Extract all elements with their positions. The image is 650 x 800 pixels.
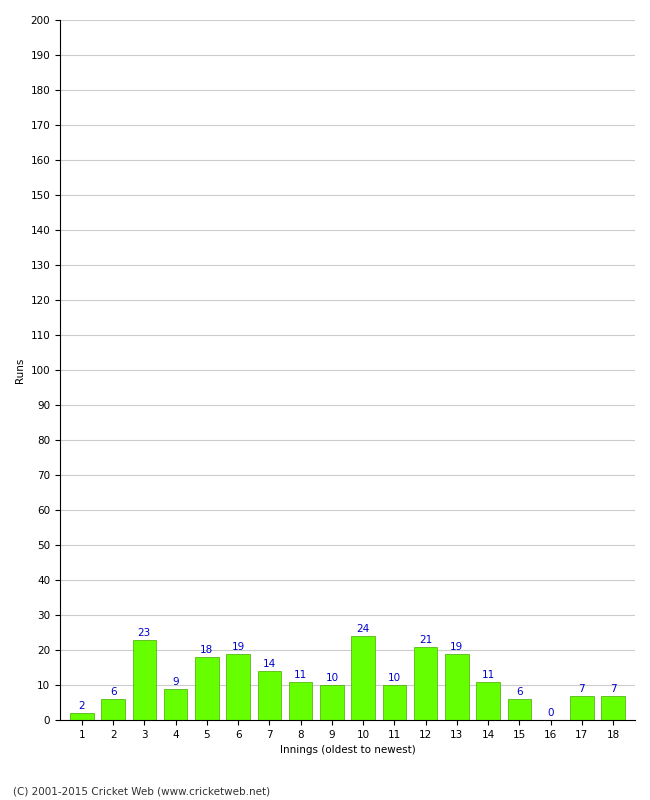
- Y-axis label: Runs: Runs: [15, 358, 25, 382]
- Bar: [257, 671, 281, 720]
- Bar: [508, 699, 531, 720]
- Text: (C) 2001-2015 Cricket Web (www.cricketweb.net): (C) 2001-2015 Cricket Web (www.cricketwe…: [13, 786, 270, 796]
- Bar: [101, 699, 125, 720]
- Text: 19: 19: [450, 642, 463, 652]
- Bar: [164, 689, 187, 720]
- Text: 19: 19: [231, 642, 245, 652]
- Bar: [570, 695, 593, 720]
- Bar: [226, 654, 250, 720]
- Bar: [133, 639, 156, 720]
- Text: 14: 14: [263, 659, 276, 670]
- Bar: [445, 654, 469, 720]
- Text: 21: 21: [419, 634, 432, 645]
- Bar: [383, 685, 406, 720]
- Text: 6: 6: [110, 687, 116, 698]
- Text: 10: 10: [325, 674, 339, 683]
- Bar: [476, 682, 500, 720]
- Bar: [195, 657, 218, 720]
- Text: 7: 7: [610, 684, 616, 694]
- X-axis label: Innings (oldest to newest): Innings (oldest to newest): [280, 746, 415, 755]
- Bar: [352, 636, 375, 720]
- Bar: [320, 685, 344, 720]
- Bar: [289, 682, 313, 720]
- Text: 23: 23: [138, 628, 151, 638]
- Text: 6: 6: [516, 687, 523, 698]
- Text: 11: 11: [294, 670, 307, 680]
- Text: 0: 0: [547, 708, 554, 718]
- Bar: [414, 646, 437, 720]
- Bar: [70, 713, 94, 720]
- Bar: [601, 695, 625, 720]
- Text: 11: 11: [482, 670, 495, 680]
- Text: 10: 10: [388, 674, 401, 683]
- Text: 2: 2: [79, 702, 85, 711]
- Text: 9: 9: [172, 677, 179, 686]
- Text: 24: 24: [356, 624, 370, 634]
- Text: 7: 7: [578, 684, 585, 694]
- Text: 18: 18: [200, 646, 213, 655]
